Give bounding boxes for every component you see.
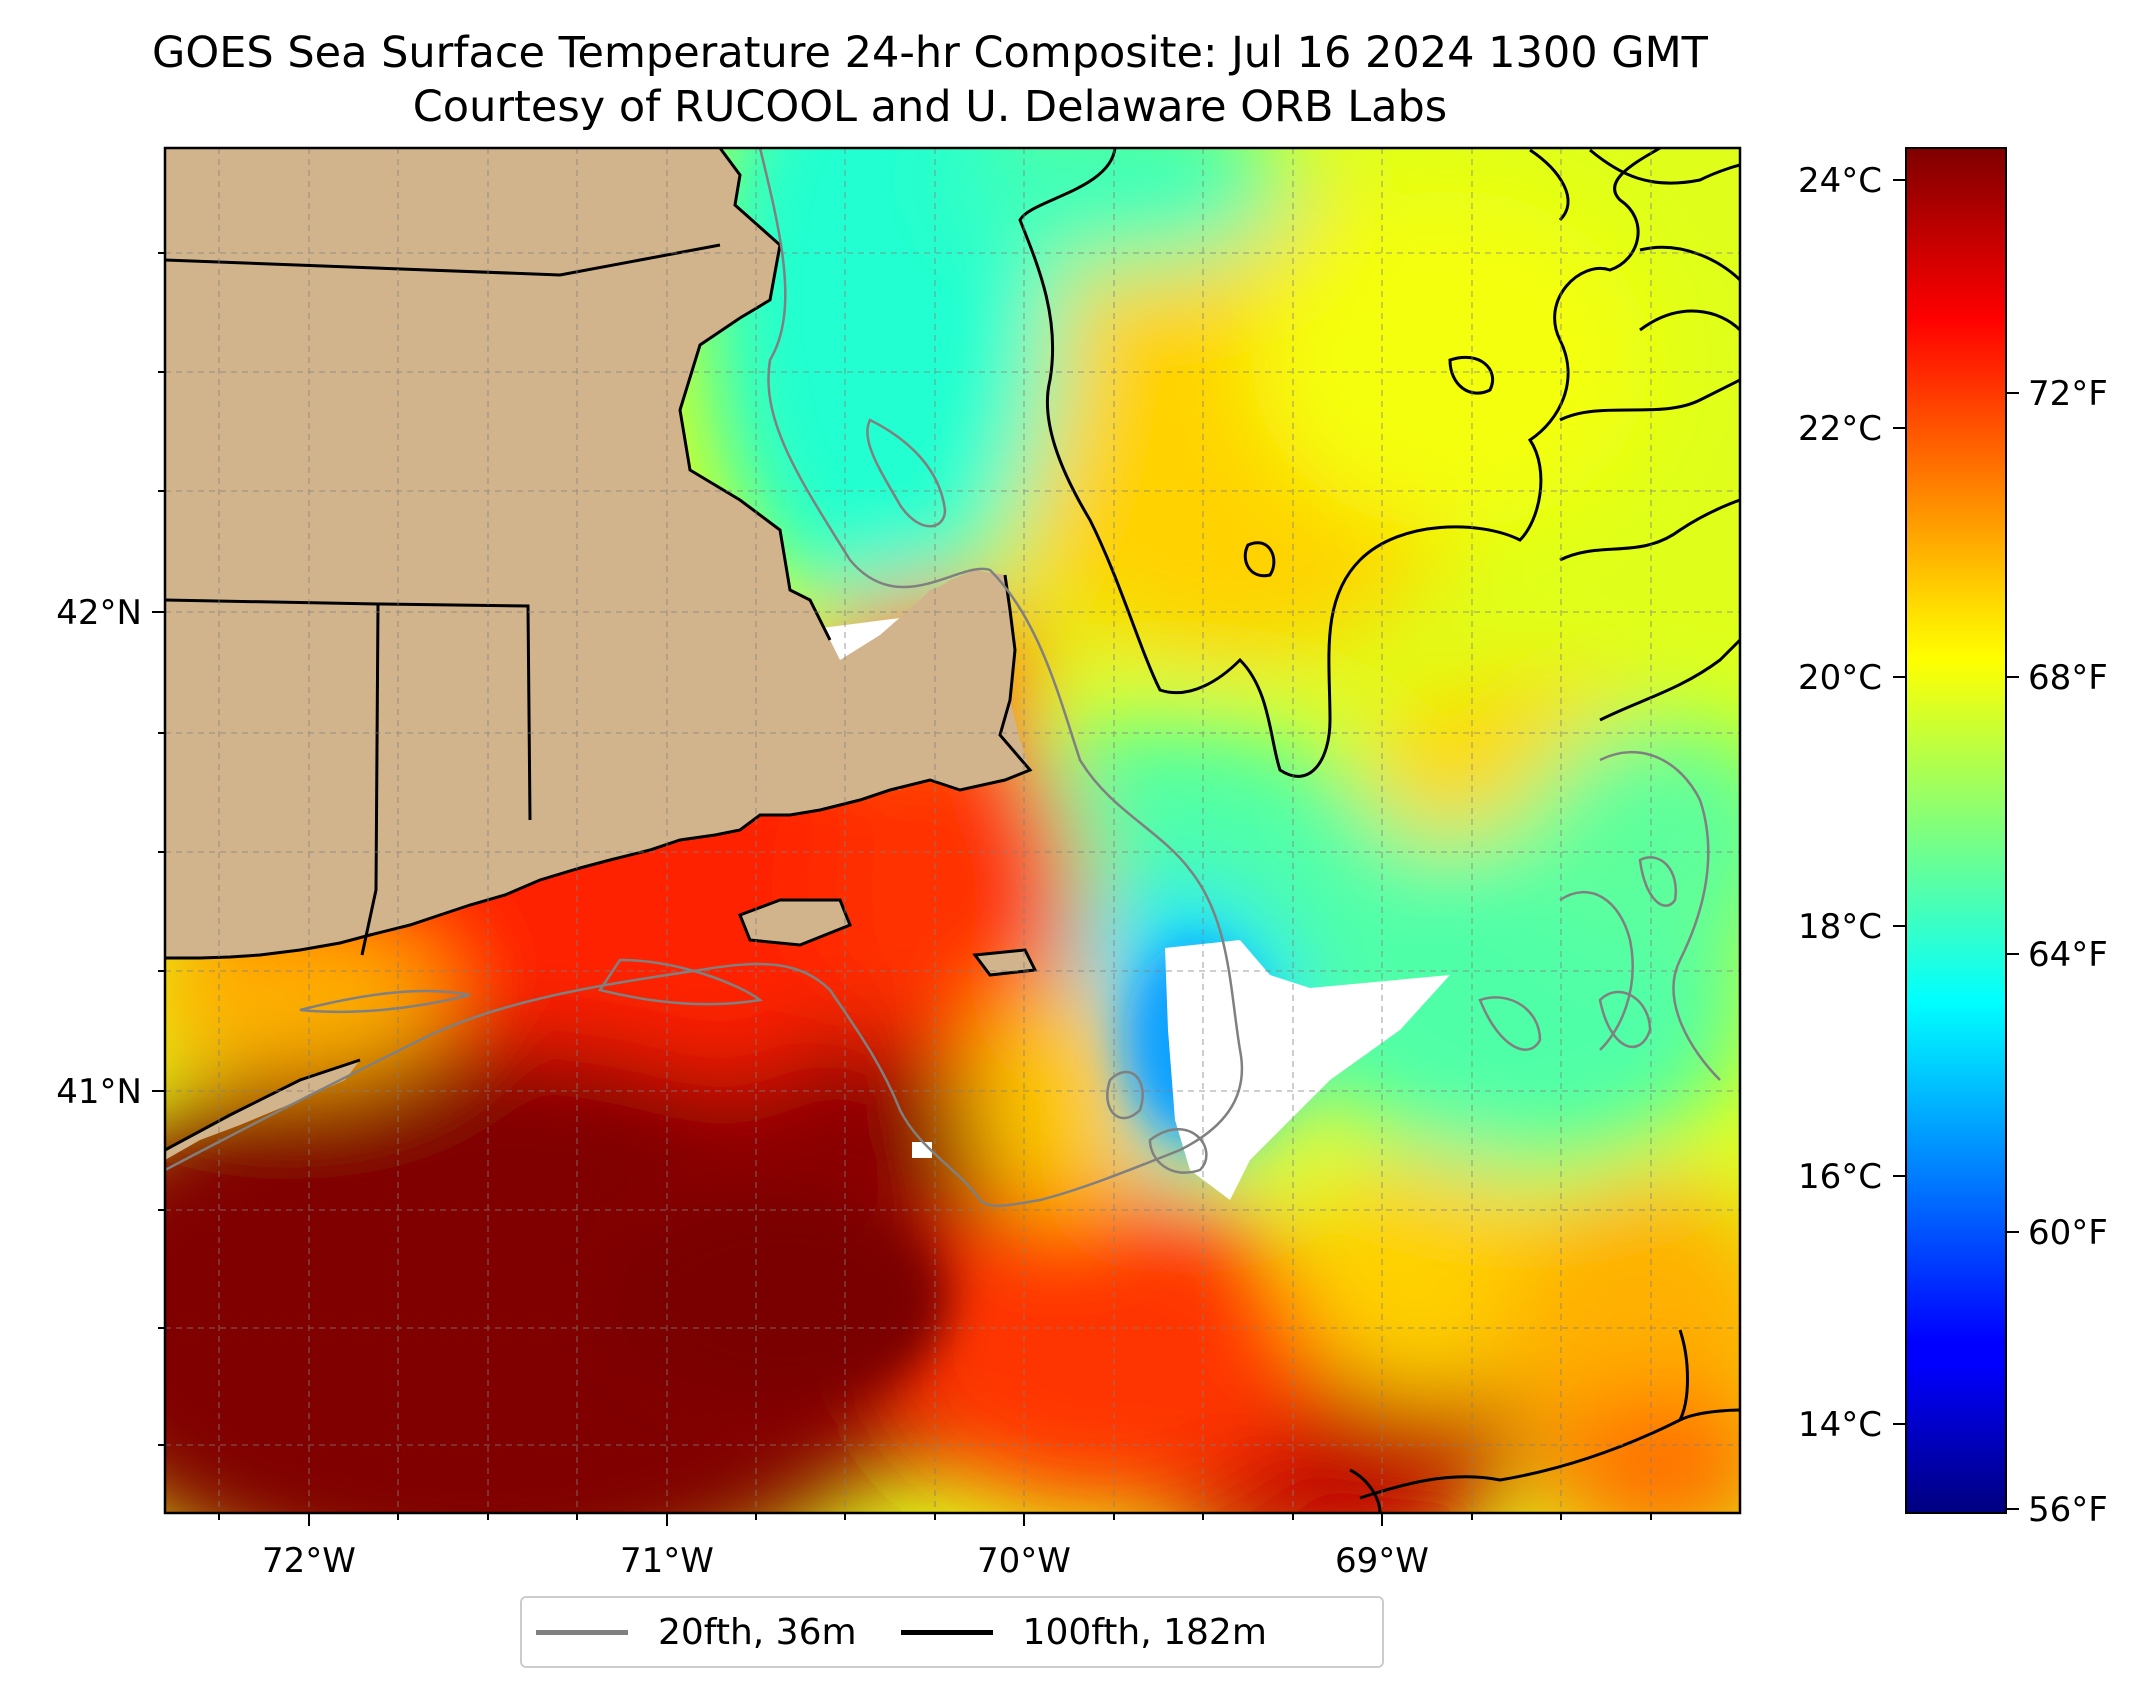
contour-legend: 20fth, 36m 100fth, 182m <box>520 1596 1384 1668</box>
lon-label-70w: 70°W <box>977 1541 1071 1581</box>
legend-item-100fth: 100fth, 182m <box>900 1611 1267 1653</box>
colorbar-c-label: 24°C <box>1798 161 1882 201</box>
mainland <box>165 148 1030 958</box>
sst-field <box>165 148 1740 1513</box>
lon-label-69w: 69°W <box>1335 1541 1429 1581</box>
lon-label-72w: 72°W <box>262 1541 356 1581</box>
graticule <box>165 148 1740 1513</box>
colorbar-f-label: 68°F <box>2028 658 2108 698</box>
colorbar-f-label: 60°F <box>2028 1213 2108 1253</box>
colorbar-c-label: 22°C <box>1798 409 1882 449</box>
colorbar <box>1906 148 2006 1513</box>
contour-20fth <box>165 148 1721 1208</box>
lat-label-42n: 42°N <box>56 593 142 633</box>
long-island <box>165 1060 360 1160</box>
marthas-vineyard <box>740 900 850 945</box>
legend-line-grey <box>536 1629 628 1635</box>
map-subtitle: Courtesy of RUCOOL and U. Delaware ORB L… <box>412 82 1448 132</box>
lat-label-41n: 41°N <box>56 1072 142 1112</box>
legend-item-20fth: 20fth, 36m <box>536 1612 857 1653</box>
legend-label: 20fth, 36m <box>658 1611 857 1653</box>
legend-line-black <box>900 1629 993 1635</box>
colorbar-c-label: 18°C <box>1798 907 1882 947</box>
contour-100fth <box>1018 148 1740 1513</box>
legend-label: 100fth, 182m <box>1022 1611 1267 1653</box>
map-title: GOES Sea Surface Temperature 24-hr Compo… <box>152 28 1708 78</box>
colorbar-c-label: 20°C <box>1798 658 1882 698</box>
no-data-area <box>1165 940 1450 1200</box>
colorbar-f-label: 72°F <box>2028 374 2108 414</box>
lon-label-71w: 71°W <box>620 1541 714 1581</box>
nantucket <box>975 950 1035 975</box>
colorbar-c-label: 14°C <box>1798 1405 1882 1445</box>
colorbar-f-label: 64°F <box>2028 935 2108 975</box>
map-frame <box>163 146 1742 1515</box>
colorbar-c-label: 16°C <box>1798 1157 1882 1197</box>
colorbar-f-label: 56°F <box>2028 1490 2108 1530</box>
